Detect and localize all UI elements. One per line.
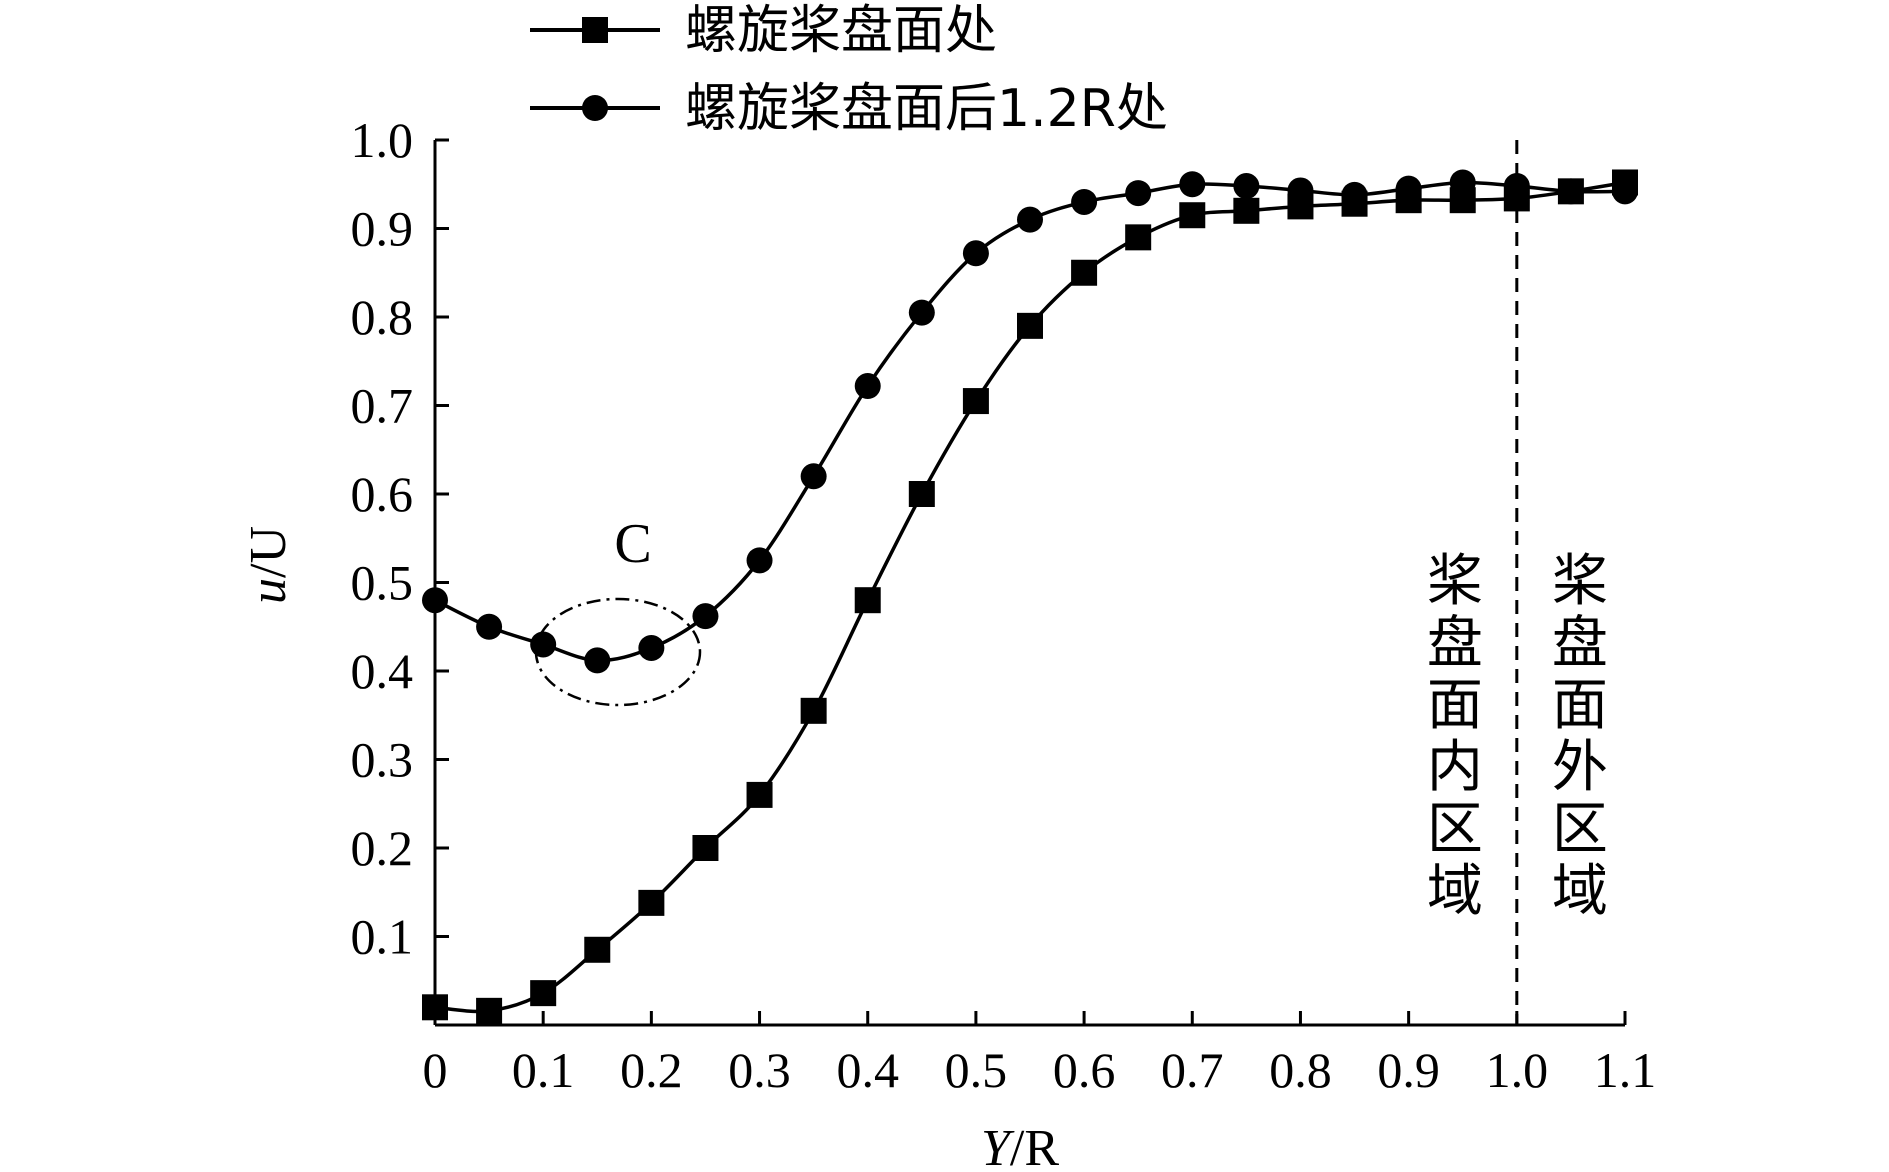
- region-char: 内: [1427, 735, 1483, 800]
- y-tick-label: 0.5: [351, 555, 414, 611]
- data-point-square: [854, 587, 881, 614]
- data-point-circle: [584, 647, 611, 674]
- x-tick-label: 0.6: [1053, 1042, 1116, 1098]
- data-point-circle: [1125, 180, 1152, 207]
- x-axis-title: Y/R: [981, 1120, 1059, 1172]
- data-point-square: [800, 697, 827, 724]
- legend-marker-circle: [582, 95, 608, 121]
- y-tick-label: 0.6: [351, 466, 414, 522]
- y-tick-label: 0.1: [351, 909, 414, 965]
- region-char: 域: [1552, 859, 1608, 924]
- data-point-circle: [530, 631, 557, 658]
- data-point-square: [1125, 224, 1152, 251]
- data-point-square: [1179, 202, 1206, 229]
- region-char: 盘: [1427, 611, 1483, 676]
- data-point-circle: [908, 299, 935, 326]
- region-char: 区: [1552, 797, 1608, 862]
- data-point-square: [692, 835, 719, 861]
- data-point-circle: [692, 603, 719, 630]
- data-point-square: [1233, 197, 1260, 224]
- data-point-circle: [1071, 188, 1098, 215]
- data-point-square: [1071, 259, 1098, 286]
- data-point-circle: [1449, 169, 1476, 196]
- data-point-square: [746, 781, 773, 808]
- x-tick-label: 0.8: [1269, 1042, 1332, 1098]
- y-tick-label: 0.3: [351, 732, 414, 788]
- data-point-square: [422, 994, 448, 1021]
- data-point-circle: [1557, 178, 1584, 205]
- series-layer: [422, 169, 1638, 1024]
- x-tick-label: 1.0: [1486, 1042, 1549, 1098]
- data-point-circle: [800, 463, 827, 490]
- data-point-circle: [422, 587, 448, 614]
- x-tick-label: 0.3: [728, 1042, 791, 1098]
- y-tick-label: 1.0: [351, 112, 414, 168]
- y-tick-label: 0.9: [351, 201, 414, 257]
- data-point-circle: [746, 547, 773, 574]
- data-point-circle: [1179, 171, 1206, 198]
- data-point-circle: [1287, 177, 1314, 204]
- x-ticks: 0 0.1 0.2 0.3 0.4 0.5 0.6 0.7 0.8 0.9 1.0 1.1: [423, 1011, 1657, 1098]
- data-point-circle: [1612, 178, 1638, 205]
- data-point-circle: [1503, 173, 1530, 200]
- data-point-circle: [476, 613, 503, 640]
- legend-label-circle: 螺旋桨盘面后1.2R处: [685, 79, 1168, 139]
- data-point-square: [1017, 312, 1043, 339]
- y-axis-title: u/U: [240, 526, 297, 604]
- data-point-circle: [962, 240, 989, 267]
- annotation-c-label: C: [614, 513, 651, 575]
- region-char: 外: [1552, 735, 1608, 800]
- y-tick-label: 0.7: [351, 378, 414, 434]
- y-tick-label: 0.2: [351, 820, 414, 876]
- x-tick-label: 0.5: [945, 1042, 1008, 1098]
- region-char: 盘: [1552, 611, 1608, 676]
- legend-label-square: 螺旋桨盘面处: [685, 1, 997, 61]
- data-point-square: [908, 481, 935, 507]
- data-point-circle: [1233, 173, 1260, 200]
- region-char: 域: [1427, 859, 1483, 924]
- region-char: 桨: [1427, 549, 1483, 614]
- data-point-circle: [1341, 181, 1368, 208]
- x-tick-label: 0.7: [1161, 1042, 1224, 1098]
- x-tick-label: 0.1: [512, 1042, 575, 1098]
- x-tick-label: 1.1: [1594, 1042, 1657, 1098]
- y-tick-label: 0.4: [351, 643, 414, 699]
- data-point-square: [584, 936, 611, 963]
- x-tick-label: 0: [423, 1042, 448, 1098]
- x-tick-label: 0.9: [1377, 1042, 1440, 1098]
- region-char: 区: [1427, 797, 1483, 862]
- region-char: 桨: [1552, 549, 1608, 614]
- data-point-square: [476, 997, 503, 1024]
- x-tick-label: 0.4: [836, 1042, 899, 1098]
- data-point-square: [962, 388, 989, 415]
- legend: 螺旋桨盘面处 螺旋桨盘面后1.2R处: [530, 1, 1168, 139]
- x-tick-label: 0.2: [620, 1042, 683, 1098]
- region-char: 面: [1552, 673, 1608, 738]
- region-char: 面: [1427, 673, 1483, 738]
- data-point-circle: [1395, 175, 1422, 202]
- y-tick-label: 0.8: [351, 289, 414, 345]
- data-point-square: [638, 889, 665, 916]
- data-point-circle: [1017, 206, 1043, 233]
- data-point-circle: [638, 634, 665, 661]
- data-point-circle: [854, 373, 881, 400]
- data-point-square: [530, 980, 557, 1007]
- legend-marker-square: [582, 17, 608, 43]
- y-ticks: 0.1 0.2 0.3 0.4 0.5 0.6 0.7 0.8 0.9 1.0: [351, 112, 449, 965]
